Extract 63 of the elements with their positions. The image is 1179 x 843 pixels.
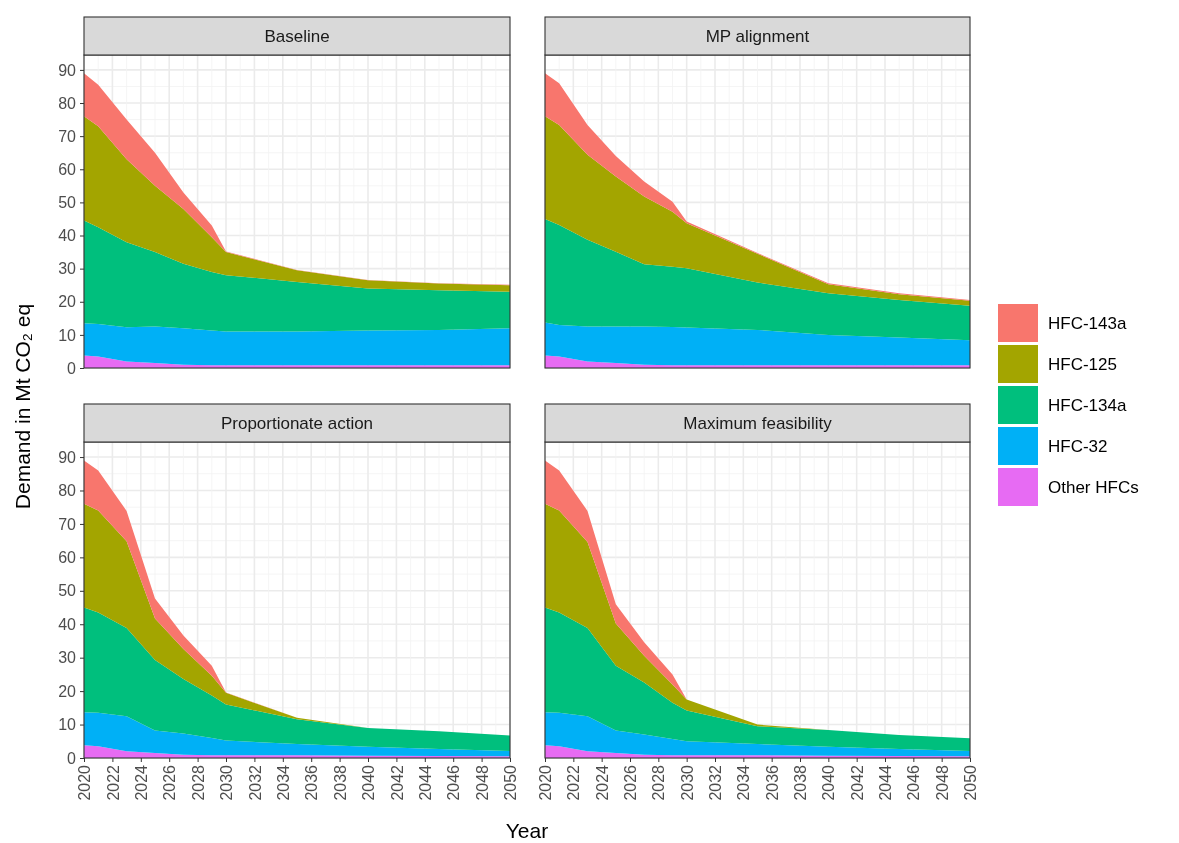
legend-label: HFC-125	[1048, 354, 1117, 374]
y-tick-label: 70	[58, 515, 77, 533]
x-tick-label: 2048	[473, 764, 491, 801]
y-tick-label: 10	[58, 326, 77, 344]
y-tick-label: 70	[58, 127, 77, 145]
x-tick-label: 2042	[848, 764, 866, 801]
x-tick-label: 2020	[76, 764, 94, 801]
x-tick-label: 2026	[161, 764, 179, 801]
chart-title: MP alignment	[705, 27, 810, 46]
x-tick-label: 2036	[763, 764, 781, 801]
x-tick-label: 2050	[502, 764, 520, 801]
x-tick-label: 2046	[905, 764, 923, 801]
chart-title: Baseline	[264, 27, 330, 46]
y-tick-label: 50	[58, 582, 77, 600]
y-tick-label: 30	[58, 260, 77, 278]
x-tick-label: 2040	[360, 764, 378, 801]
y-tick-label: 40	[58, 227, 77, 245]
y-tick-label: 60	[58, 548, 77, 566]
y-tick-label: 20	[58, 293, 77, 311]
y-tick-label: 90	[58, 448, 77, 466]
x-tick-label: 2034	[735, 764, 753, 801]
legend-label: Other HFCs	[1048, 477, 1139, 497]
y-tick-label: 0	[67, 359, 77, 377]
chart-title: Maximum feasibility	[683, 414, 833, 433]
x-tick-label: 2050	[962, 764, 980, 801]
y-axis-title: Demand in Mt CO₂ eq	[11, 303, 34, 510]
x-axis-title: Year	[505, 819, 549, 842]
x-tick-label: 2044	[416, 764, 434, 801]
x-tick-label: 2022	[104, 764, 122, 801]
chart-title: Proportionate action	[220, 414, 374, 433]
y-tick-label: 10	[58, 716, 77, 734]
legend-label: HFC-32	[1048, 436, 1108, 456]
legend-label: HFC-143a	[1048, 313, 1127, 333]
x-tick-label: 2040	[820, 764, 838, 801]
x-tick-label: 2022	[565, 764, 583, 801]
x-tick-label: 2042	[388, 764, 406, 801]
x-tick-label: 2046	[445, 764, 463, 801]
y-tick-label: 60	[58, 160, 77, 178]
x-tick-label: 2030	[218, 764, 236, 801]
x-tick-label: 2038	[331, 764, 349, 801]
y-tick-label: 0	[67, 749, 77, 767]
y-tick-label: 90	[58, 61, 77, 79]
x-tick-label: 2032	[707, 764, 725, 801]
legend-label: HFC-134a	[1048, 395, 1127, 415]
x-tick-label: 2028	[189, 764, 207, 801]
x-tick-label: 2038	[792, 764, 810, 801]
x-tick-label: 2048	[933, 764, 951, 801]
y-tick-label: 40	[58, 615, 77, 633]
y-tick-label: 30	[58, 649, 77, 667]
x-tick-label: 2024	[132, 764, 150, 801]
x-tick-label: 2032	[246, 764, 264, 801]
x-tick-label: 2026	[622, 764, 640, 801]
x-tick-label: 2028	[650, 764, 668, 801]
y-tick-label: 80	[58, 94, 77, 112]
x-tick-label: 2024	[593, 764, 611, 801]
x-tick-label: 2036	[303, 764, 321, 801]
x-tick-label: 2044	[877, 764, 895, 801]
y-tick-label: 20	[58, 682, 77, 700]
y-tick-label: 80	[58, 482, 77, 500]
x-tick-label: 2034	[274, 764, 292, 801]
x-tick-label: 2030	[678, 764, 696, 801]
x-tick-label: 2020	[537, 764, 555, 801]
y-tick-label: 50	[58, 194, 77, 212]
